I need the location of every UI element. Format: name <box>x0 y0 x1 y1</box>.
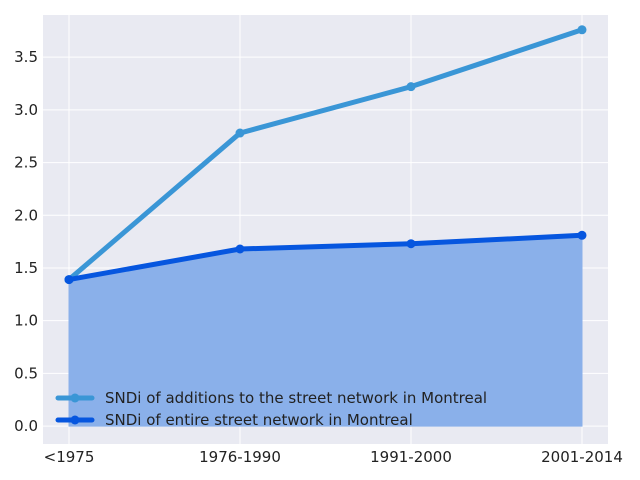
series-line <box>66 232 585 283</box>
legend-label: SNDi of additions to the street network … <box>105 389 487 407</box>
data-point <box>406 239 416 249</box>
series-line <box>66 27 585 283</box>
data-point <box>406 82 416 92</box>
data-point <box>64 275 74 285</box>
x-tick-label: 1991-2000 <box>370 448 452 466</box>
y-tick-label: 0.5 <box>14 364 38 382</box>
x-axis: <1975 1976-1990 1991-2000 2001-2014 <box>44 448 623 466</box>
legend-label: SNDi of entire street network in Montrea… <box>105 411 413 429</box>
legend-swatch-marker <box>70 393 80 403</box>
legend-swatch-marker <box>70 415 80 425</box>
y-tick-label: 2.5 <box>14 154 38 172</box>
legend: SNDi of additions to the street network … <box>55 389 487 429</box>
y-tick-label: 3.5 <box>14 48 38 66</box>
x-tick-label: <1975 <box>44 448 95 466</box>
data-point <box>235 128 245 138</box>
y-tick-label: 1.5 <box>14 259 38 277</box>
data-point <box>577 230 587 240</box>
series-layer <box>64 25 587 285</box>
y-axis: 0.0 0.5 1.0 1.5 2.0 2.5 3.0 3.5 <box>14 48 38 435</box>
y-tick-label: 2.0 <box>14 206 38 224</box>
data-point <box>235 244 245 254</box>
y-tick-label: 1.0 <box>14 312 38 330</box>
data-point <box>577 25 587 35</box>
y-tick-label: 3.0 <box>14 101 38 119</box>
x-tick-label: 1976-1990 <box>199 448 281 466</box>
y-tick-label: 0.0 <box>14 417 38 435</box>
x-tick-label: 2001-2014 <box>541 448 623 466</box>
